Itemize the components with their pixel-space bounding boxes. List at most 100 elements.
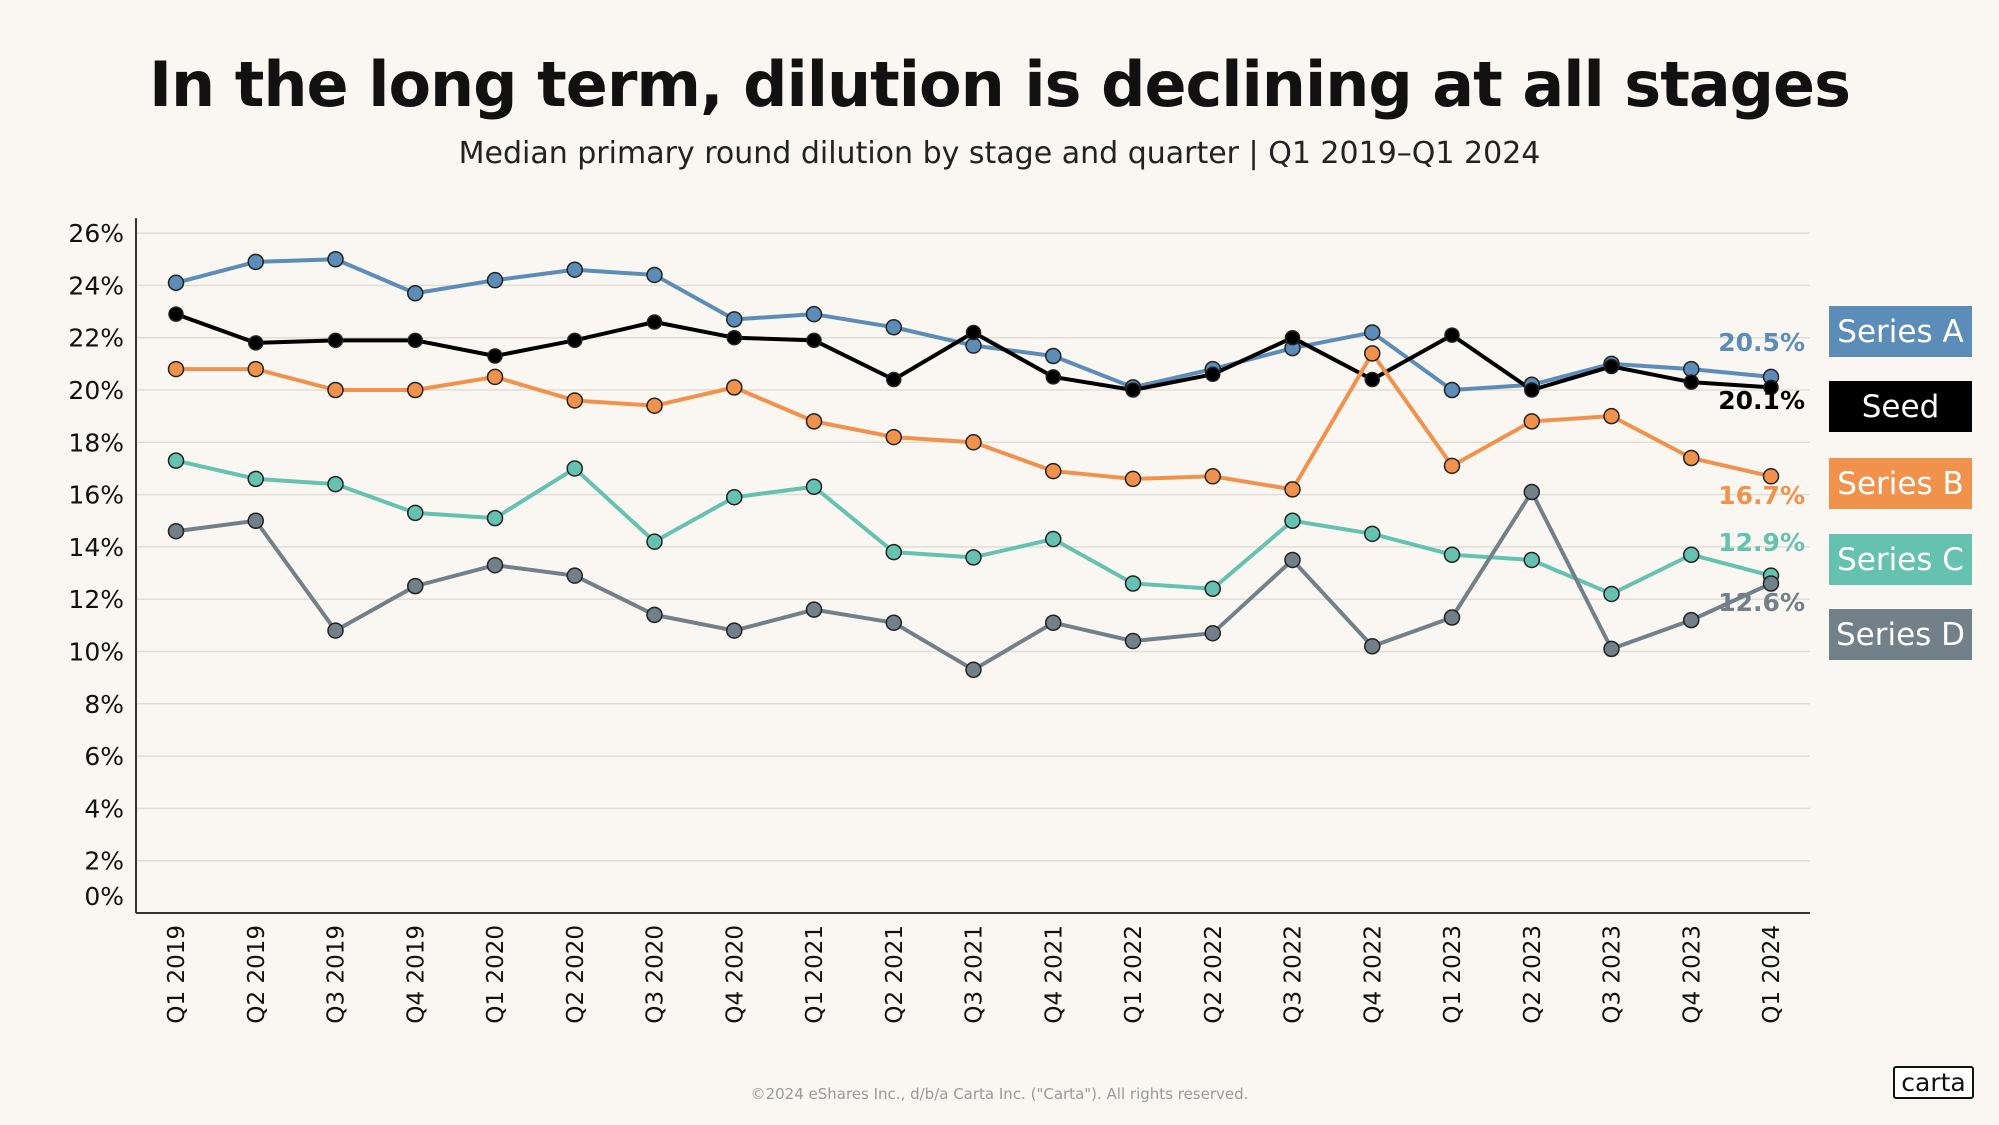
- x-tick-label: Q1 2021: [802, 925, 828, 1024]
- data-point: [327, 332, 344, 349]
- y-tick-label: 6%: [84, 742, 124, 771]
- x-tick-label: Q4 2022: [1360, 925, 1386, 1024]
- data-point: [646, 397, 663, 414]
- data-point: [726, 488, 743, 506]
- data-point: [1603, 640, 1620, 658]
- data-point: [1284, 551, 1301, 569]
- x-tick-label: Q1 2023: [1440, 925, 1466, 1024]
- data-point: [885, 543, 902, 561]
- y-tick-label: 10%: [68, 638, 124, 667]
- x-tick-label: Q3 2022: [1281, 925, 1307, 1024]
- data-point: [1443, 609, 1461, 626]
- data-point: [1364, 345, 1381, 362]
- x-tick-label: Q3 2023: [1600, 925, 1626, 1024]
- chart-title: In the long term, dilution is declining …: [148, 48, 1851, 121]
- data-point: [167, 522, 185, 540]
- data-point: [248, 335, 264, 351]
- data-point: [886, 371, 902, 388]
- end-value-label: 12.9%: [1718, 528, 1805, 557]
- data-point: [965, 434, 982, 451]
- data-point: [1443, 457, 1461, 475]
- copyright-footer: ©2024 eShares Inc., d/b/a Carta Inc. ("C…: [750, 1085, 1249, 1103]
- data-point: [247, 360, 264, 378]
- data-point: [1045, 530, 1062, 548]
- data-point: [407, 381, 424, 399]
- data-point: [327, 381, 344, 399]
- data-point: [486, 368, 504, 386]
- data-point: [805, 413, 823, 430]
- data-point: [327, 475, 344, 493]
- data-point: [1444, 327, 1460, 343]
- end-value-label: 20.1%: [1718, 386, 1805, 415]
- y-tick-label: 14%: [68, 533, 124, 562]
- data-point: [327, 622, 344, 639]
- data-point: [487, 348, 503, 364]
- end-value-label: 16.7%: [1718, 481, 1805, 510]
- legend-series-a: Series A: [1829, 306, 1972, 357]
- data-point: [1364, 638, 1381, 655]
- data-point: [805, 601, 823, 618]
- data-point: [486, 271, 504, 289]
- data-point: [885, 318, 902, 336]
- data-point: [407, 332, 423, 349]
- y-tick-label: 22%: [68, 324, 124, 353]
- series-line-series-c: [175, 458, 1772, 596]
- data-point: [1443, 546, 1461, 563]
- data-point: [1364, 371, 1380, 388]
- data-point: [1762, 468, 1780, 485]
- data-point: [1443, 381, 1461, 399]
- x-tick-label: Q3 2020: [643, 925, 669, 1024]
- x-tick-label: Q1 2020: [483, 925, 509, 1024]
- data-point: [646, 314, 663, 330]
- data-point: [1204, 580, 1221, 597]
- data-point: [885, 614, 902, 631]
- y-tick-label: 16%: [68, 481, 124, 510]
- x-tick-label: Q4 2021: [1041, 925, 1067, 1024]
- data-point: [1045, 369, 1061, 385]
- legend-series-d: Series D: [1829, 609, 1972, 660]
- data-point: [566, 261, 583, 278]
- data-point: [1603, 407, 1620, 425]
- data-point: [247, 470, 264, 488]
- y-tick-label: 12%: [68, 585, 124, 614]
- x-tick-label: Q2 2022: [1201, 925, 1227, 1024]
- data-point: [965, 337, 982, 354]
- x-tick-label: Q4 2019: [403, 925, 429, 1024]
- data-point: [1683, 374, 1699, 390]
- y-tick-label: 24%: [68, 271, 124, 300]
- data-point: [167, 274, 185, 292]
- x-tick-label: Q1 2024: [1759, 925, 1785, 1024]
- x-tick-label: Q2 2023: [1520, 925, 1546, 1024]
- data-point: [247, 253, 264, 271]
- y-tick-label: 20%: [68, 376, 124, 405]
- data-point: [1045, 614, 1062, 631]
- carta-logo: carta: [1893, 1066, 1974, 1099]
- end-value-label: 20.5%: [1718, 328, 1805, 357]
- data-point: [566, 460, 583, 477]
- data-point: [805, 478, 823, 496]
- x-tick-label: Q1 2022: [1121, 925, 1147, 1024]
- data-point: [1045, 347, 1062, 365]
- data-point: [1763, 379, 1779, 396]
- data-point: [1284, 481, 1301, 498]
- x-tick-label: Q4 2020: [722, 925, 748, 1024]
- data-point: [167, 360, 185, 378]
- data-point: [1523, 483, 1540, 501]
- data-point: [885, 428, 902, 446]
- data-point: [486, 556, 504, 574]
- x-tick-label: Q4 2023: [1679, 925, 1705, 1024]
- y-tick-label: 4%: [84, 794, 124, 823]
- data-point: [1284, 329, 1301, 346]
- data-point: [1364, 525, 1381, 543]
- x-tick-label: Q3 2019: [324, 925, 350, 1024]
- data-point: [1204, 624, 1221, 642]
- data-point: [1205, 366, 1221, 383]
- data-point: [1284, 512, 1301, 529]
- data-point: [168, 306, 184, 322]
- data-point: [1762, 575, 1780, 592]
- y-tick-label: 2%: [84, 847, 124, 876]
- data-point: [726, 622, 743, 639]
- data-point: [327, 251, 344, 268]
- data-point: [1603, 358, 1620, 375]
- x-tick-label: Q2 2020: [563, 925, 589, 1024]
